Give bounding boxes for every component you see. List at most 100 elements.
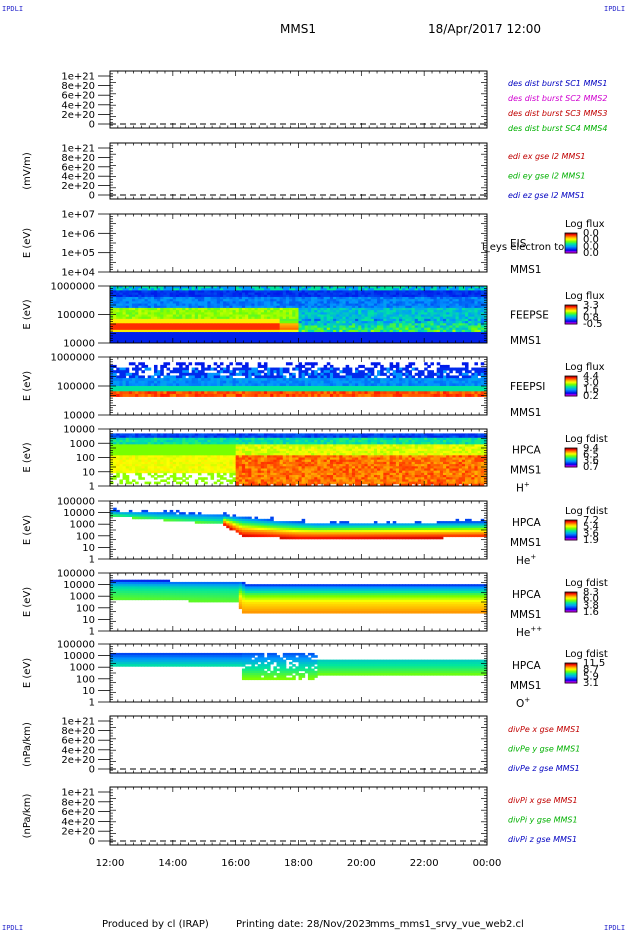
spectrogram-cell xyxy=(405,314,409,318)
spectrogram-cell xyxy=(113,305,117,309)
spectrogram-cell xyxy=(399,372,403,376)
spectrogram-cell xyxy=(122,307,127,311)
spectrogram-cell xyxy=(392,334,397,337)
spectrogram-cell xyxy=(125,292,130,296)
spectrogram-cell xyxy=(131,383,136,387)
spectrogram-cell xyxy=(144,386,149,390)
spectrogram-cell xyxy=(128,290,133,293)
spectrogram-cell xyxy=(351,323,356,326)
spectrogram-cell xyxy=(260,314,265,318)
spectrogram-cell xyxy=(389,338,394,342)
spectrogram-cell xyxy=(311,310,315,313)
spectrogram-cell xyxy=(263,378,268,382)
spectrogram-cell xyxy=(358,312,362,315)
spectrogram-cell xyxy=(125,288,130,291)
spectrogram-cell xyxy=(355,292,359,296)
spectrogram-cell xyxy=(323,391,328,395)
spectrogram-cell xyxy=(175,321,180,324)
spectrogram-cell xyxy=(455,290,460,293)
spectrogram-cell xyxy=(229,321,233,324)
spectrogram-cell xyxy=(417,307,422,311)
spectrogram-cell xyxy=(292,383,296,387)
spectrogram-cell xyxy=(175,332,180,335)
spectrogram-cell xyxy=(364,340,369,344)
spectrogram-cell xyxy=(141,296,145,300)
spectrogram-cell xyxy=(270,378,274,382)
spectrogram-cell xyxy=(342,386,347,390)
spectrogram-cell xyxy=(386,388,391,392)
spectrogram-cell xyxy=(345,292,350,296)
spectrogram-cell xyxy=(182,321,186,324)
spectrogram-cell xyxy=(182,378,186,382)
spectrogram-cell xyxy=(147,332,152,335)
spectrogram-cell xyxy=(471,301,475,304)
spectrogram-cell xyxy=(345,391,350,395)
spectrogram-cell xyxy=(304,327,309,331)
spectrogram-cell xyxy=(147,367,152,371)
spectrogram-cell xyxy=(279,338,284,342)
spectrogram-cell xyxy=(276,378,281,382)
spectrogram-cell xyxy=(433,321,438,324)
spectrogram-cell xyxy=(197,388,202,392)
spectrogram-cell xyxy=(147,334,152,337)
spectrogram-cell xyxy=(446,364,450,368)
spectrogram-cell xyxy=(427,338,431,342)
spectrogram-cell xyxy=(468,338,472,342)
spectrogram-cell xyxy=(483,312,488,315)
colorbar-swatch xyxy=(565,249,577,251)
spectrogram-cell xyxy=(157,288,161,291)
spectrogram-cell xyxy=(147,296,152,300)
spectrogram-cell xyxy=(408,307,412,311)
spectrogram-cell xyxy=(446,323,450,326)
spectrogram-cell xyxy=(185,286,189,289)
spectrogram-cell xyxy=(223,286,227,289)
spectrogram-cell xyxy=(421,386,425,390)
spectrogram-cell xyxy=(411,391,416,395)
spectrogram-cell xyxy=(270,336,274,340)
spectrogram-cell xyxy=(260,301,265,304)
spectrogram-cell xyxy=(169,378,174,382)
spectrogram-cell xyxy=(405,292,409,296)
spectrogram-cell xyxy=(175,307,180,311)
spectrogram-cell xyxy=(150,286,155,289)
spectrogram-cell xyxy=(191,338,196,342)
spectrogram-cell xyxy=(392,290,397,293)
spectrogram-cell xyxy=(116,367,120,371)
spectrogram-cell xyxy=(172,312,177,315)
spectrogram-cell xyxy=(326,370,331,374)
spectrogram-cell xyxy=(267,391,271,395)
spectrogram-cell xyxy=(248,316,252,320)
spectrogram-cell xyxy=(417,301,422,304)
spectrogram-cell xyxy=(370,288,375,291)
spectrogram-cell xyxy=(110,296,114,300)
spectrogram-cell xyxy=(307,329,312,333)
spectrogram-cell xyxy=(150,391,155,395)
spectrogram-cell xyxy=(443,386,447,390)
spectrogram-cell xyxy=(285,286,290,289)
spectrogram-cell xyxy=(402,367,406,371)
spectrogram-cell xyxy=(364,292,369,296)
spectrogram-cell xyxy=(480,310,485,313)
spectrogram-cell xyxy=(251,370,255,374)
spectrogram-cell xyxy=(377,383,381,387)
spectrogram-cell xyxy=(342,307,347,311)
spectrogram-cell xyxy=(329,314,334,318)
spectrogram-cell xyxy=(329,323,334,326)
spectrogram-cell xyxy=(414,393,419,397)
spectrogram-cell xyxy=(163,332,167,335)
spectrogram-cell xyxy=(241,364,246,368)
spectrogram-cell xyxy=(342,332,347,335)
spectrogram-cell xyxy=(260,310,265,313)
spectrogram-cell xyxy=(395,321,400,324)
spectrogram-cell xyxy=(213,378,218,382)
spectrogram-cell xyxy=(333,296,337,300)
spectrogram-cell xyxy=(433,299,438,302)
spectrogram-cell xyxy=(179,299,183,302)
spectrogram-cell xyxy=(248,383,252,387)
spectrogram-cell xyxy=(138,325,142,329)
spectrogram-cell xyxy=(399,338,403,342)
spectrogram-cell xyxy=(383,314,387,318)
spectrogram-cell xyxy=(395,316,400,320)
spectrogram-cell xyxy=(270,334,274,337)
spectrogram-cell xyxy=(273,290,277,293)
